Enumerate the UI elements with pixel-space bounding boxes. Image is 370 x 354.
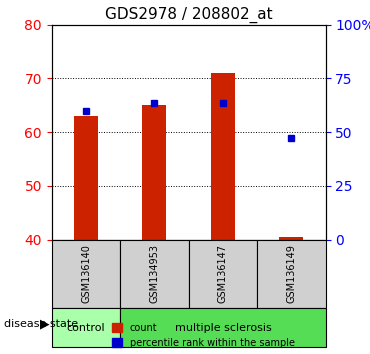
Bar	[74, 116, 98, 240]
Text: control: control	[67, 322, 105, 333]
FancyBboxPatch shape	[189, 240, 257, 308]
Text: multiple sclerosis: multiple sclerosis	[175, 322, 271, 333]
Text: GSM136140: GSM136140	[81, 245, 91, 303]
Title: GDS2978 / 208802_at: GDS2978 / 208802_at	[105, 7, 273, 23]
FancyBboxPatch shape	[52, 308, 120, 347]
Bar	[142, 105, 167, 240]
Text: GSM134953: GSM134953	[149, 244, 159, 303]
Text: GSM136149: GSM136149	[286, 245, 296, 303]
Text: disease state: disease state	[4, 319, 78, 329]
FancyBboxPatch shape	[52, 240, 120, 308]
Text: ▶: ▶	[40, 318, 50, 330]
FancyBboxPatch shape	[120, 308, 326, 347]
Text: GSM136147: GSM136147	[218, 244, 228, 303]
Bar	[279, 237, 303, 240]
Legend: count, percentile rank within the sample: count, percentile rank within the sample	[107, 318, 300, 353]
FancyBboxPatch shape	[120, 240, 189, 308]
FancyBboxPatch shape	[257, 240, 326, 308]
Bar	[211, 73, 235, 240]
